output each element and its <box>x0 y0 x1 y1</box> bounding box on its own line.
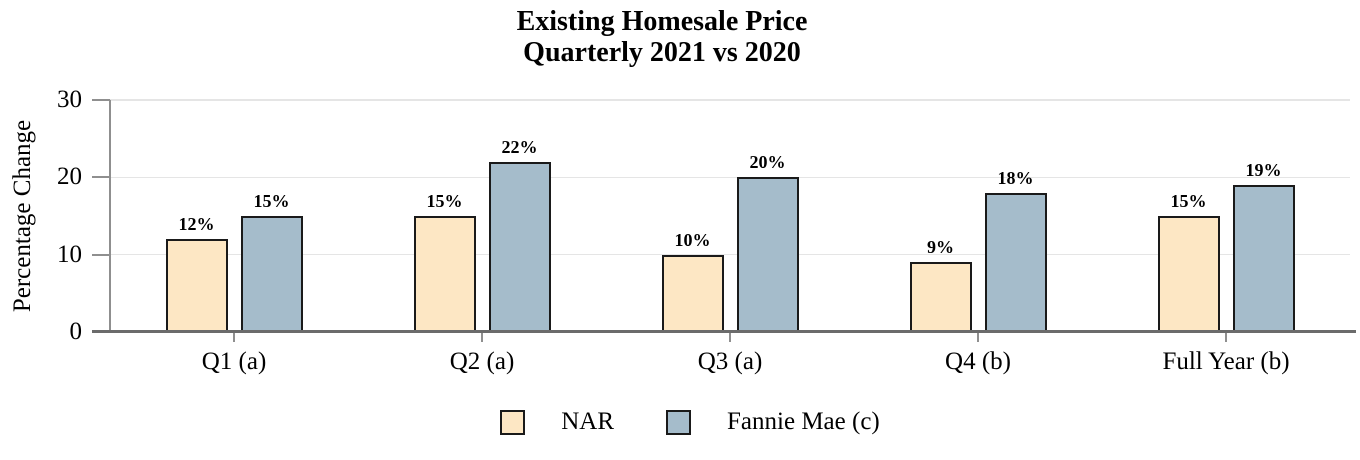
legend: NAR Fannie Mae (c) <box>20 404 1360 440</box>
bar-nar <box>909 262 972 332</box>
bar-nar <box>413 216 476 332</box>
plot-area: 12% 15% 15% 22% 10% 20% 9% 18% 15% 19% <box>110 99 1350 332</box>
x-axis-line <box>92 330 1356 333</box>
bar-nar <box>661 254 724 332</box>
bar-value-label: 9% <box>927 237 954 258</box>
bar-nar <box>1157 216 1220 332</box>
bar-column: 12% <box>165 214 228 332</box>
y-axis-tick <box>92 176 110 179</box>
x-axis-label: Q4 (b) <box>945 348 1011 375</box>
y-axis-tick-label: 0 <box>69 318 83 345</box>
bar-value-label: 12% <box>178 214 215 235</box>
bar-fannie-mae-c <box>488 161 551 332</box>
bar-value-label: 15% <box>426 191 463 211</box>
bar-group: 9% 18% <box>854 168 1102 332</box>
y-axis-tick <box>92 99 110 101</box>
y-axis-tick <box>92 253 110 256</box>
bar-value-label: 18% <box>997 167 1034 188</box>
bar-fannie-mae-c <box>1232 185 1295 332</box>
bar-group: 12% 15% <box>110 191 358 332</box>
bar-value-label: 10% <box>674 229 711 250</box>
legend-item: Fannie Mae (c) <box>666 407 880 437</box>
bar-fannie-mae-c <box>736 177 799 332</box>
bar-fannie-mae-c <box>984 192 1047 332</box>
bar-group: 15% 19% <box>1102 160 1350 332</box>
bar-column: 15% <box>413 191 476 332</box>
x-axis-tick <box>233 333 235 342</box>
bar-column: 18% <box>984 167 1047 332</box>
chart-title: Existing Homesale Price Quarterly 2021 v… <box>0 6 1324 68</box>
gridline <box>110 253 1350 256</box>
x-axis-label: Q1 (a) <box>201 348 267 375</box>
bar-column: 15% <box>240 191 303 332</box>
legend-item: NAR <box>500 407 614 437</box>
x-axis-label: Q2 (a) <box>449 348 515 375</box>
gridline <box>110 176 1350 179</box>
bar-group: 10% 20% <box>606 152 854 332</box>
chart-title-line-2: Quarterly 2021 vs 2020 <box>523 37 801 68</box>
bar-value-label: 15% <box>1170 191 1207 211</box>
y-axis-title: Percentage Change <box>9 119 36 313</box>
y-axis-tick-label: 20 <box>57 163 82 191</box>
y-axis-tick-label: 30 <box>57 86 82 113</box>
x-axis-tick <box>481 333 483 342</box>
bar-column: 9% <box>909 237 972 332</box>
bar-value-label: 19% <box>1245 160 1282 181</box>
x-axis-tick <box>977 333 979 342</box>
bar-value-label: 15% <box>253 191 290 211</box>
bar-group: 15% 22% <box>358 137 606 332</box>
legend-swatch <box>500 409 526 435</box>
legend-label: Fannie Mae (c) <box>727 408 880 435</box>
x-axis-label: Full Year (b) <box>1162 348 1290 375</box>
bar-column: 20% <box>736 152 799 332</box>
bar-value-label: 20% <box>749 152 786 173</box>
bar-value-label: 22% <box>501 136 538 157</box>
chart-title-line-1: Existing Homesale Price <box>516 6 808 37</box>
x-axis-tick <box>1225 333 1227 342</box>
legend-swatch <box>666 409 692 435</box>
bar-nar <box>165 239 228 332</box>
legend-label: NAR <box>561 408 615 435</box>
bar-fannie-mae-c <box>240 216 303 332</box>
gridline <box>110 99 1350 101</box>
bar-column: 19% <box>1232 160 1295 332</box>
bar-column: 10% <box>661 229 724 332</box>
bar-column: 22% <box>488 136 551 332</box>
y-axis-tick-label: 10 <box>57 240 82 268</box>
y-axis-line <box>109 100 111 332</box>
bar-column: 15% <box>1157 191 1220 332</box>
x-axis-tick <box>729 333 731 342</box>
x-axis-label: Q3 (a) <box>697 348 763 375</box>
